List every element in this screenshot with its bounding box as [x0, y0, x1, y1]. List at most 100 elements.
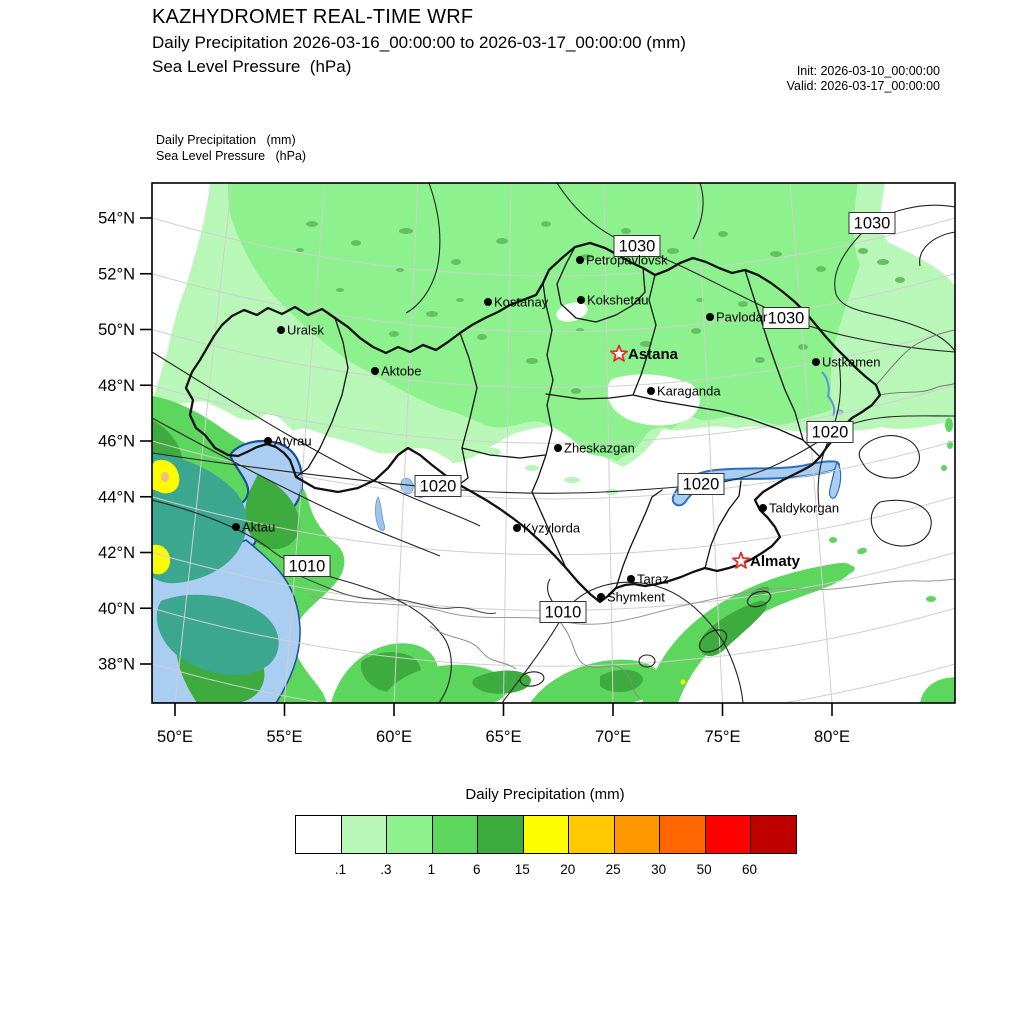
- pressure-label-value: 1010: [289, 558, 326, 576]
- city-label: Aktau: [242, 520, 275, 535]
- colorbar-cell: [613, 816, 660, 853]
- pressure-label-box: [677, 473, 725, 495]
- lat-tick-label: 52°N: [98, 265, 135, 283]
- city-label: Kokshetau: [587, 293, 648, 308]
- city-marker-group: Pavlodar: [706, 310, 768, 325]
- oblast-borders: [295, 246, 821, 589]
- colorbar-tick-label: 50: [696, 862, 712, 877]
- pressure-label-value: 1030: [619, 238, 656, 256]
- pressure-label-value: 1030: [768, 310, 805, 328]
- city-marker-group: Aktau: [232, 520, 275, 535]
- colorbar-tick-label: 60: [742, 862, 758, 877]
- lat-tick-label: 42°N: [98, 544, 135, 562]
- lon-tick-label: 70°E: [595, 728, 631, 746]
- city-label: Kostanay: [494, 295, 549, 310]
- map-frame: [151, 182, 956, 704]
- city-label: Atyrau: [274, 434, 312, 449]
- lat-tick-label: 40°N: [98, 600, 135, 618]
- colorbar-tick-label: 20: [560, 862, 576, 877]
- colorbar-cell: [340, 816, 387, 853]
- colorbar-tick-label: 1: [427, 862, 436, 877]
- city-dot-icon: [277, 326, 285, 334]
- city-label: Karaganda: [657, 384, 721, 399]
- meridian-line: [284, 183, 326, 703]
- city-label: Pavlodar: [716, 310, 768, 325]
- city-dot-icon: [759, 504, 767, 512]
- colorbar-cell: [659, 816, 705, 853]
- colorbar-cell: [568, 816, 614, 853]
- contour-north-a: [405, 183, 441, 314]
- precip-light-north-region: [228, 183, 860, 461]
- lon-tick-label: 60°E: [376, 728, 412, 746]
- city-layer: Petropavlovsk Kostanay Kokshetau Pavlodar Ur…: [232, 253, 881, 605]
- contour-closed-se-1: [698, 629, 728, 653]
- parallel-line: [152, 217, 955, 277]
- pressure-label: 1020: [806, 421, 854, 443]
- city-dot-icon: [647, 387, 655, 395]
- pressure-label-box: [806, 421, 854, 443]
- city-label: Kyzylorda: [523, 521, 581, 536]
- border-east-thin-a: [879, 382, 955, 396]
- city-dot-icon: [597, 593, 605, 601]
- parallel-line: [152, 384, 955, 444]
- pressure-label: 1030: [848, 212, 896, 234]
- border-bottom-wiggle-b: [429, 625, 517, 670]
- colorbar-tick-label: .3: [380, 862, 392, 877]
- contour-east-loop-b: [870, 499, 932, 547]
- city-dot-icon: [812, 358, 820, 366]
- lon-tick-label: 75°E: [705, 728, 741, 746]
- meridian-line: [603, 183, 614, 703]
- city-marker-group: Kokshetau: [577, 293, 648, 308]
- city-marker-group: Kostanay: [484, 295, 549, 310]
- pressure-label: 1030: [613, 235, 661, 257]
- city-label: Almaty: [750, 553, 801, 570]
- pressure-label-value: 1010: [545, 604, 582, 622]
- colorbar-tick-label: 30: [651, 862, 667, 877]
- colorbar-cell: [386, 816, 432, 853]
- pressure-label: 1020: [677, 473, 725, 495]
- city-label: Aktobe: [381, 364, 421, 379]
- pressure-label-value: 1020: [420, 478, 457, 496]
- city-dot-icon: [576, 256, 584, 264]
- capital-star-icon: [732, 551, 750, 569]
- pressure-label: 1010: [283, 555, 331, 577]
- city-dot-icon: [232, 523, 240, 531]
- city-marker-group: Aktobe: [371, 364, 421, 379]
- kazakhstan-border-layer: [184, 241, 882, 604]
- city-marker-group: Karaganda: [647, 384, 721, 399]
- precip-orange-dot: [161, 472, 169, 482]
- city-dot-icon: [577, 296, 585, 304]
- parallel-line: [152, 607, 955, 667]
- contour-east-loop-a: [858, 435, 920, 479]
- colorbar-cell: [431, 816, 478, 853]
- lat-tick-label: 38°N: [98, 656, 135, 674]
- colorbar-cell: [704, 816, 751, 853]
- subtitle-precipitation: Daily Precipitation 2026-03-16_00:00:00 …: [152, 33, 686, 52]
- colorbar-tick-label: 6: [473, 862, 481, 877]
- city-dot-icon: [371, 367, 379, 375]
- page-title: KAZHYDROMET REAL-TIME WRF: [152, 6, 474, 28]
- valid-timestamp: Valid: 2026-03-17_00:00:00: [786, 79, 940, 93]
- colorbar-cell: [296, 816, 341, 853]
- pressure-label-value: 1020: [812, 424, 849, 442]
- border-bottom-wiggle-a: [559, 621, 641, 699]
- meridian-line: [503, 183, 512, 703]
- city-marker-group: Almaty: [732, 551, 801, 570]
- parallel-line: [152, 663, 955, 703]
- contour-closed-se-2: [746, 590, 772, 608]
- irtysh-river: [821, 371, 836, 417]
- city-dot-icon: [513, 524, 521, 532]
- contour-1030-c: [919, 231, 955, 267]
- city-marker-group: Ustkamen: [812, 355, 881, 370]
- lat-tick-label: 44°N: [98, 488, 135, 506]
- pressure-label: 1010: [539, 601, 587, 623]
- precip-pale-fragments: [464, 427, 618, 495]
- parallel-line: [152, 329, 955, 388]
- meridian-line: [393, 183, 419, 703]
- precipitation-layer: [152, 183, 955, 703]
- precip-yellow-dot-southeast: [680, 679, 686, 685]
- city-label: Uralsk: [287, 323, 324, 338]
- legend-line-precip: Daily Precipitation (mm): [156, 133, 296, 147]
- contour-1015: [152, 417, 441, 557]
